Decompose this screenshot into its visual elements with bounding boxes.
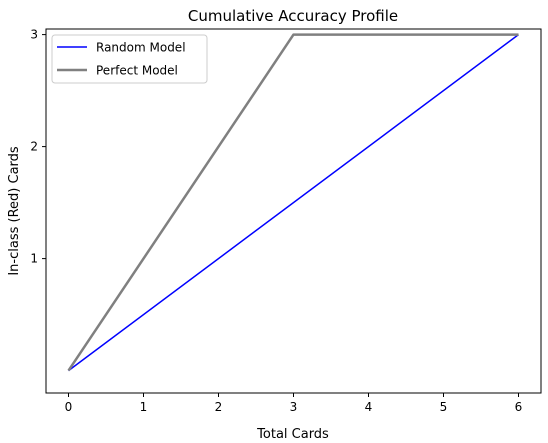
x-tick-label: 0 bbox=[65, 400, 73, 414]
series-layer bbox=[67, 33, 519, 372]
y-axis-label: In-class (Red) Cards bbox=[7, 146, 22, 276]
x-tick-label: 5 bbox=[440, 400, 448, 414]
x-tick-label: 3 bbox=[290, 400, 298, 414]
plot-frame bbox=[45, 28, 542, 394]
x-axis: 0 1 2 3 4 5 6 bbox=[65, 393, 523, 414]
y-tick-label: 1 bbox=[30, 252, 38, 266]
legend-label-random-model: Random Model bbox=[96, 41, 186, 55]
x-tick-label: 1 bbox=[140, 400, 148, 414]
x-tick-label: 2 bbox=[215, 400, 223, 414]
y-tick-label: 3 bbox=[30, 28, 38, 42]
x-tick-label: 4 bbox=[365, 400, 373, 414]
series-line-random-model bbox=[68, 33, 519, 372]
y-tick-label: 2 bbox=[30, 140, 38, 154]
series-line-perfect-model bbox=[67, 33, 519, 372]
legend-label-perfect-model: Perfect Model bbox=[96, 64, 178, 78]
y-axis: 1 2 3 bbox=[30, 28, 46, 266]
x-tick-label: 6 bbox=[515, 400, 523, 414]
legend-frame bbox=[51, 34, 208, 84]
legend: Random Model Perfect Model bbox=[51, 34, 208, 84]
x-axis-label: Total Cards bbox=[256, 427, 329, 442]
chart-title: Cumulative Accuracy Profile bbox=[188, 7, 398, 25]
